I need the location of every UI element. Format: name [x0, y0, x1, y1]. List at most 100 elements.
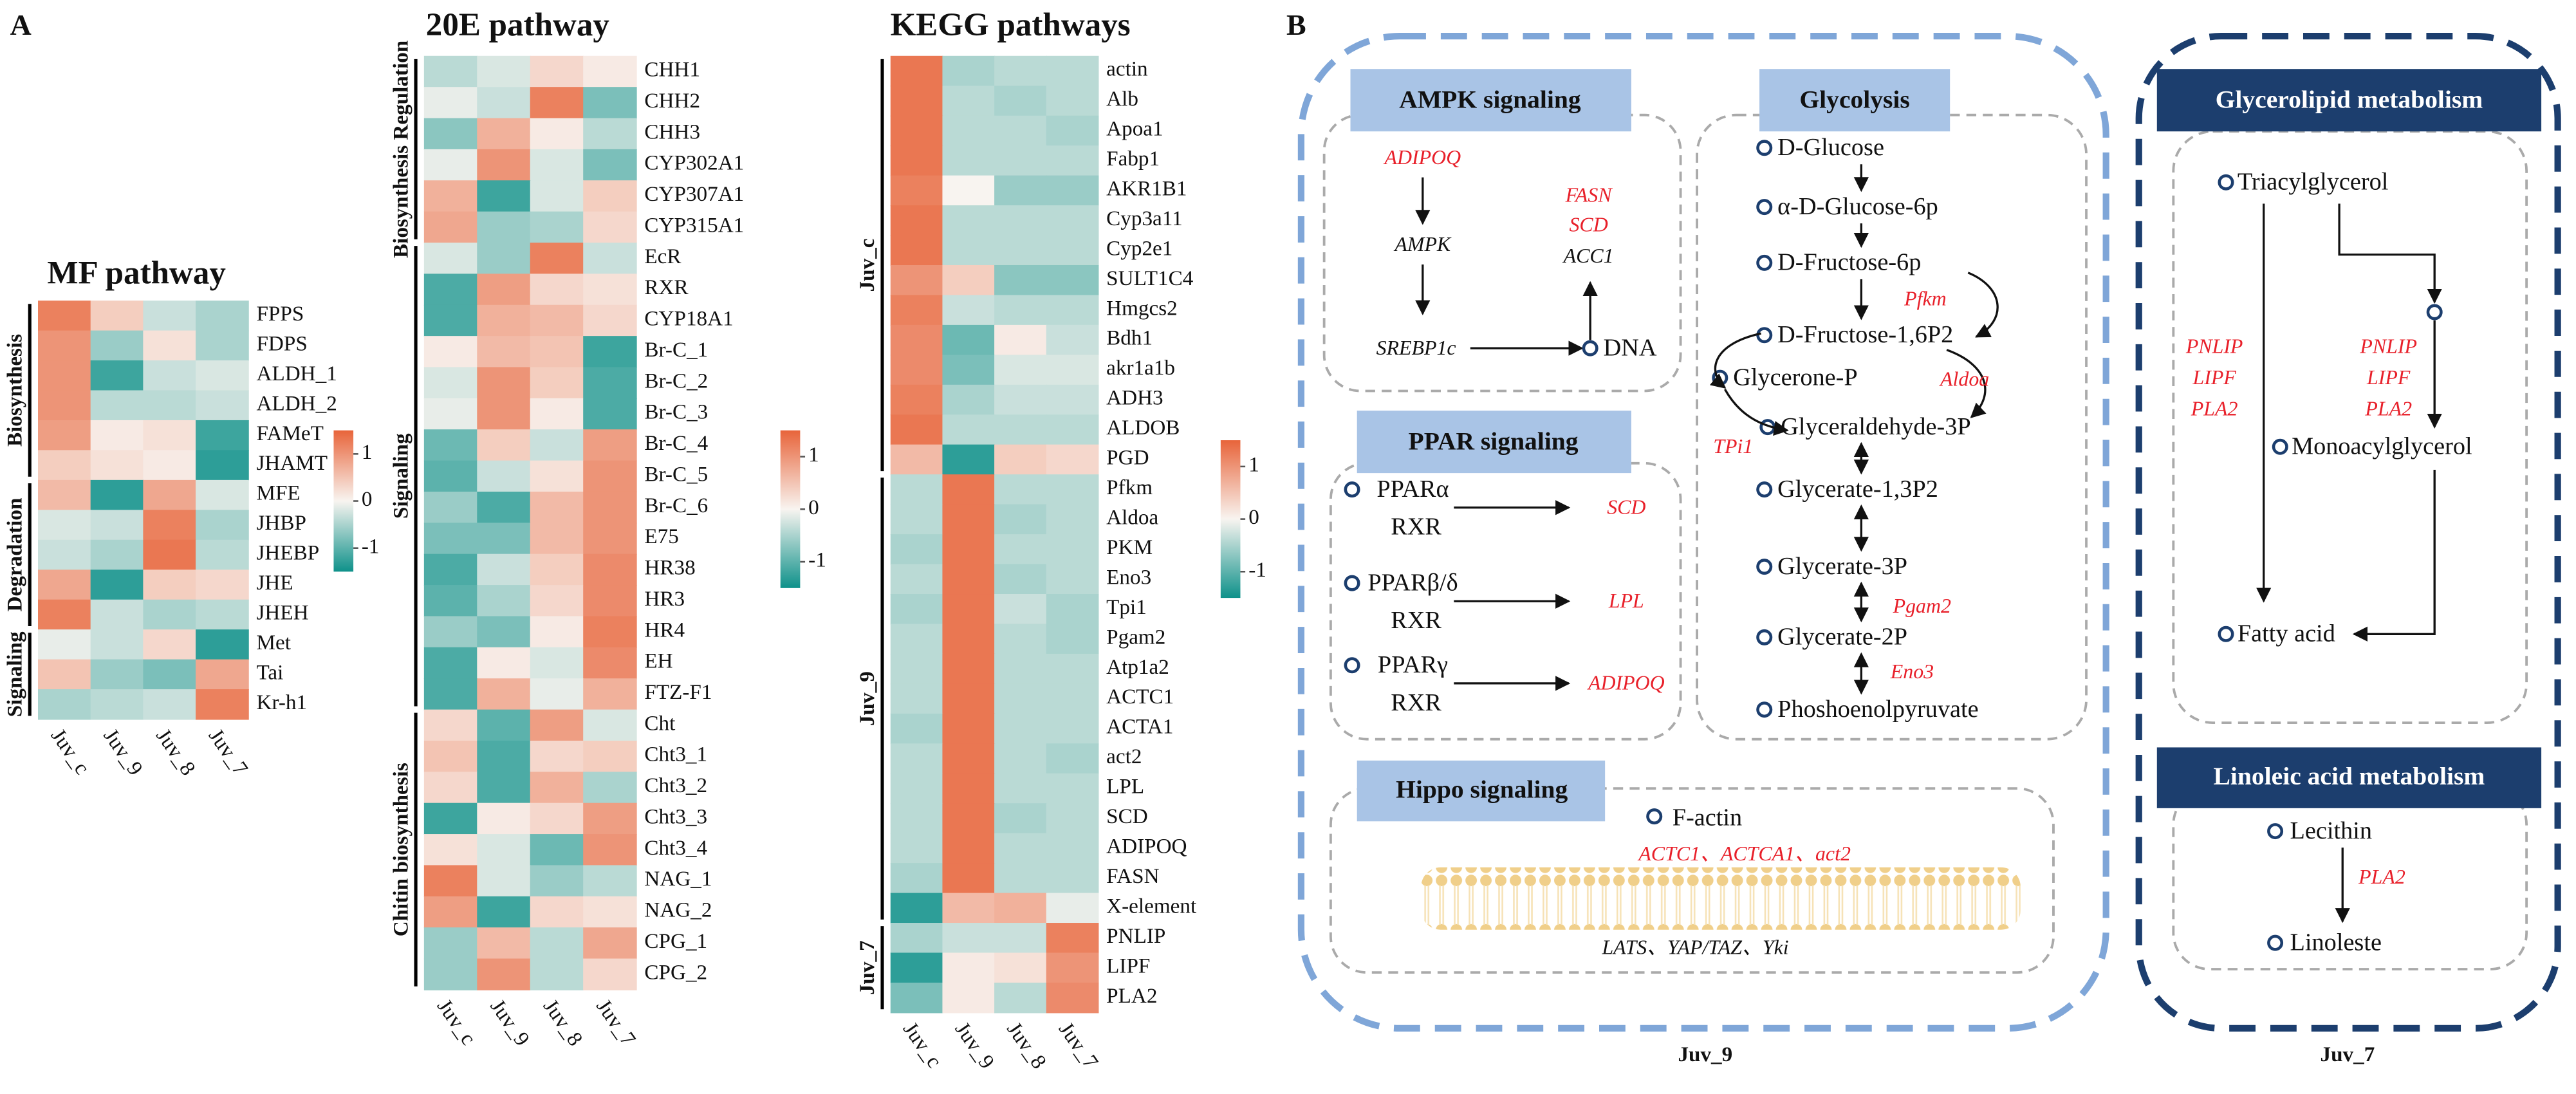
row-label: SULT1C4 [1106, 266, 1194, 290]
group-label: Chitin biosynthesis [389, 763, 412, 936]
column-label: Juv_9 [98, 725, 147, 780]
heatmap-cell [942, 235, 996, 266]
column-label: Juv_c [46, 725, 95, 779]
gene: LIPF [2192, 366, 2236, 389]
heatmap-cell [942, 474, 996, 505]
heatmap-cell [1046, 175, 1099, 207]
row-label: Cht [644, 711, 676, 735]
gene: PNLIP [2185, 335, 2243, 357]
heatmap-cell [1046, 324, 1099, 356]
row-label: LIPF [1106, 954, 1150, 978]
heatmap-cell [890, 86, 943, 116]
heatmap-cell [530, 802, 584, 835]
heatmap-cell [994, 355, 1047, 385]
row-label: ALDH_2 [256, 391, 337, 415]
heatmap-cell [583, 491, 637, 524]
column-label: Juv_9 [485, 995, 534, 1050]
heatmap-cell [530, 243, 584, 275]
metabolite: D-Fructose-6p [1777, 249, 1921, 276]
heatmap-cell [143, 450, 197, 481]
heatmap-cell [890, 55, 943, 87]
heatmap-cell [942, 653, 996, 685]
heatmap-cell [1046, 205, 1099, 236]
heatmap-cell [143, 510, 197, 541]
heatmap-cell [583, 553, 637, 586]
heatmap-cell [942, 683, 996, 714]
heatmap-cell [530, 336, 584, 368]
heatmap-cell [1046, 145, 1099, 176]
pathway-title-box [2156, 69, 2542, 132]
row-label: NAG_2 [644, 898, 712, 922]
heatmap-cell [477, 772, 531, 804]
heatmap-cell [90, 689, 144, 720]
heatmap-cell [423, 585, 478, 617]
node [2426, 304, 2443, 320]
heatmap-cell [1046, 683, 1099, 714]
row-label: AKR1B1 [1106, 176, 1187, 200]
heatmap-cell [942, 355, 996, 385]
heatmap-cell [90, 360, 144, 391]
row-label: Alb [1106, 87, 1138, 111]
heatmap-cell [1046, 713, 1099, 745]
metabolite: Glyceraldehyde-3P [1781, 413, 1970, 440]
column-label: Juv_8 [1002, 1018, 1051, 1073]
row-label: CYP302A1 [644, 151, 744, 175]
heatmap-cell [1046, 803, 1099, 834]
heatmap-cell [423, 709, 478, 741]
group-label: Juv_7 [2320, 1043, 2375, 1066]
heatmap-cell [423, 274, 478, 306]
heatmap-cell [583, 243, 637, 275]
heatmap-cell [477, 896, 531, 929]
gene: ACTC1、ACTCA1、act2 [1637, 842, 1851, 865]
heatmap-cell [583, 647, 637, 680]
heatmap-cell [994, 683, 1047, 714]
heatmap-cell [583, 523, 637, 555]
heatmap-cell [1046, 653, 1099, 685]
heatmap-cell [196, 360, 249, 391]
column-label: Juv_7 [591, 995, 640, 1050]
heatmap-cell [1046, 55, 1099, 87]
colorbar-tick-label: 0 [362, 487, 373, 511]
node [1646, 808, 1663, 825]
heatmap-cell [477, 398, 531, 431]
gene: ADIPOQ [1383, 146, 1461, 169]
heatmap-cell [530, 523, 584, 555]
heatmap-cell [1046, 384, 1099, 416]
row-label: Br-C_1 [644, 338, 708, 362]
heatmap-cell [143, 539, 197, 571]
node [2218, 626, 2234, 642]
row-label: Fabp1 [1106, 147, 1160, 171]
node [1756, 327, 1773, 344]
heatmap-cell [530, 865, 584, 897]
row-label: JHE [256, 571, 293, 595]
heatmap-cell [1046, 833, 1099, 864]
heatmap-cell [423, 616, 478, 648]
gene: PLA2 [2364, 397, 2412, 420]
heatmap-cell [477, 678, 531, 710]
heatmap-cell [994, 235, 1047, 266]
heatmap-cell [890, 504, 943, 535]
heatmap-cell [994, 863, 1047, 894]
heatmap-cell [90, 570, 144, 600]
heatmap-cell [890, 264, 943, 296]
heatmap-cell [1046, 564, 1099, 595]
heatmap-cell [423, 87, 478, 119]
row-label: Hmgcs2 [1106, 296, 1178, 320]
heatmap-cell [942, 264, 996, 296]
heatmap-cell [583, 460, 637, 493]
heatmap-cell [530, 180, 584, 212]
heatmap-cell [90, 420, 144, 451]
heatmap-cell [942, 713, 996, 745]
heatmap-cell [423, 460, 478, 493]
heatmap-cell [423, 772, 478, 804]
row-label: PGD [1106, 446, 1149, 470]
row-label: FDPS [256, 331, 307, 355]
pathway-title-box [1357, 411, 1631, 474]
node [2267, 934, 2284, 951]
pathway-box [1322, 113, 1682, 393]
receptor: PPARγ [1378, 651, 1448, 678]
node [1344, 481, 1360, 498]
heatmap-cell [994, 175, 1047, 207]
heatmap-cell [143, 659, 197, 691]
heatmap-cell [942, 982, 996, 1014]
